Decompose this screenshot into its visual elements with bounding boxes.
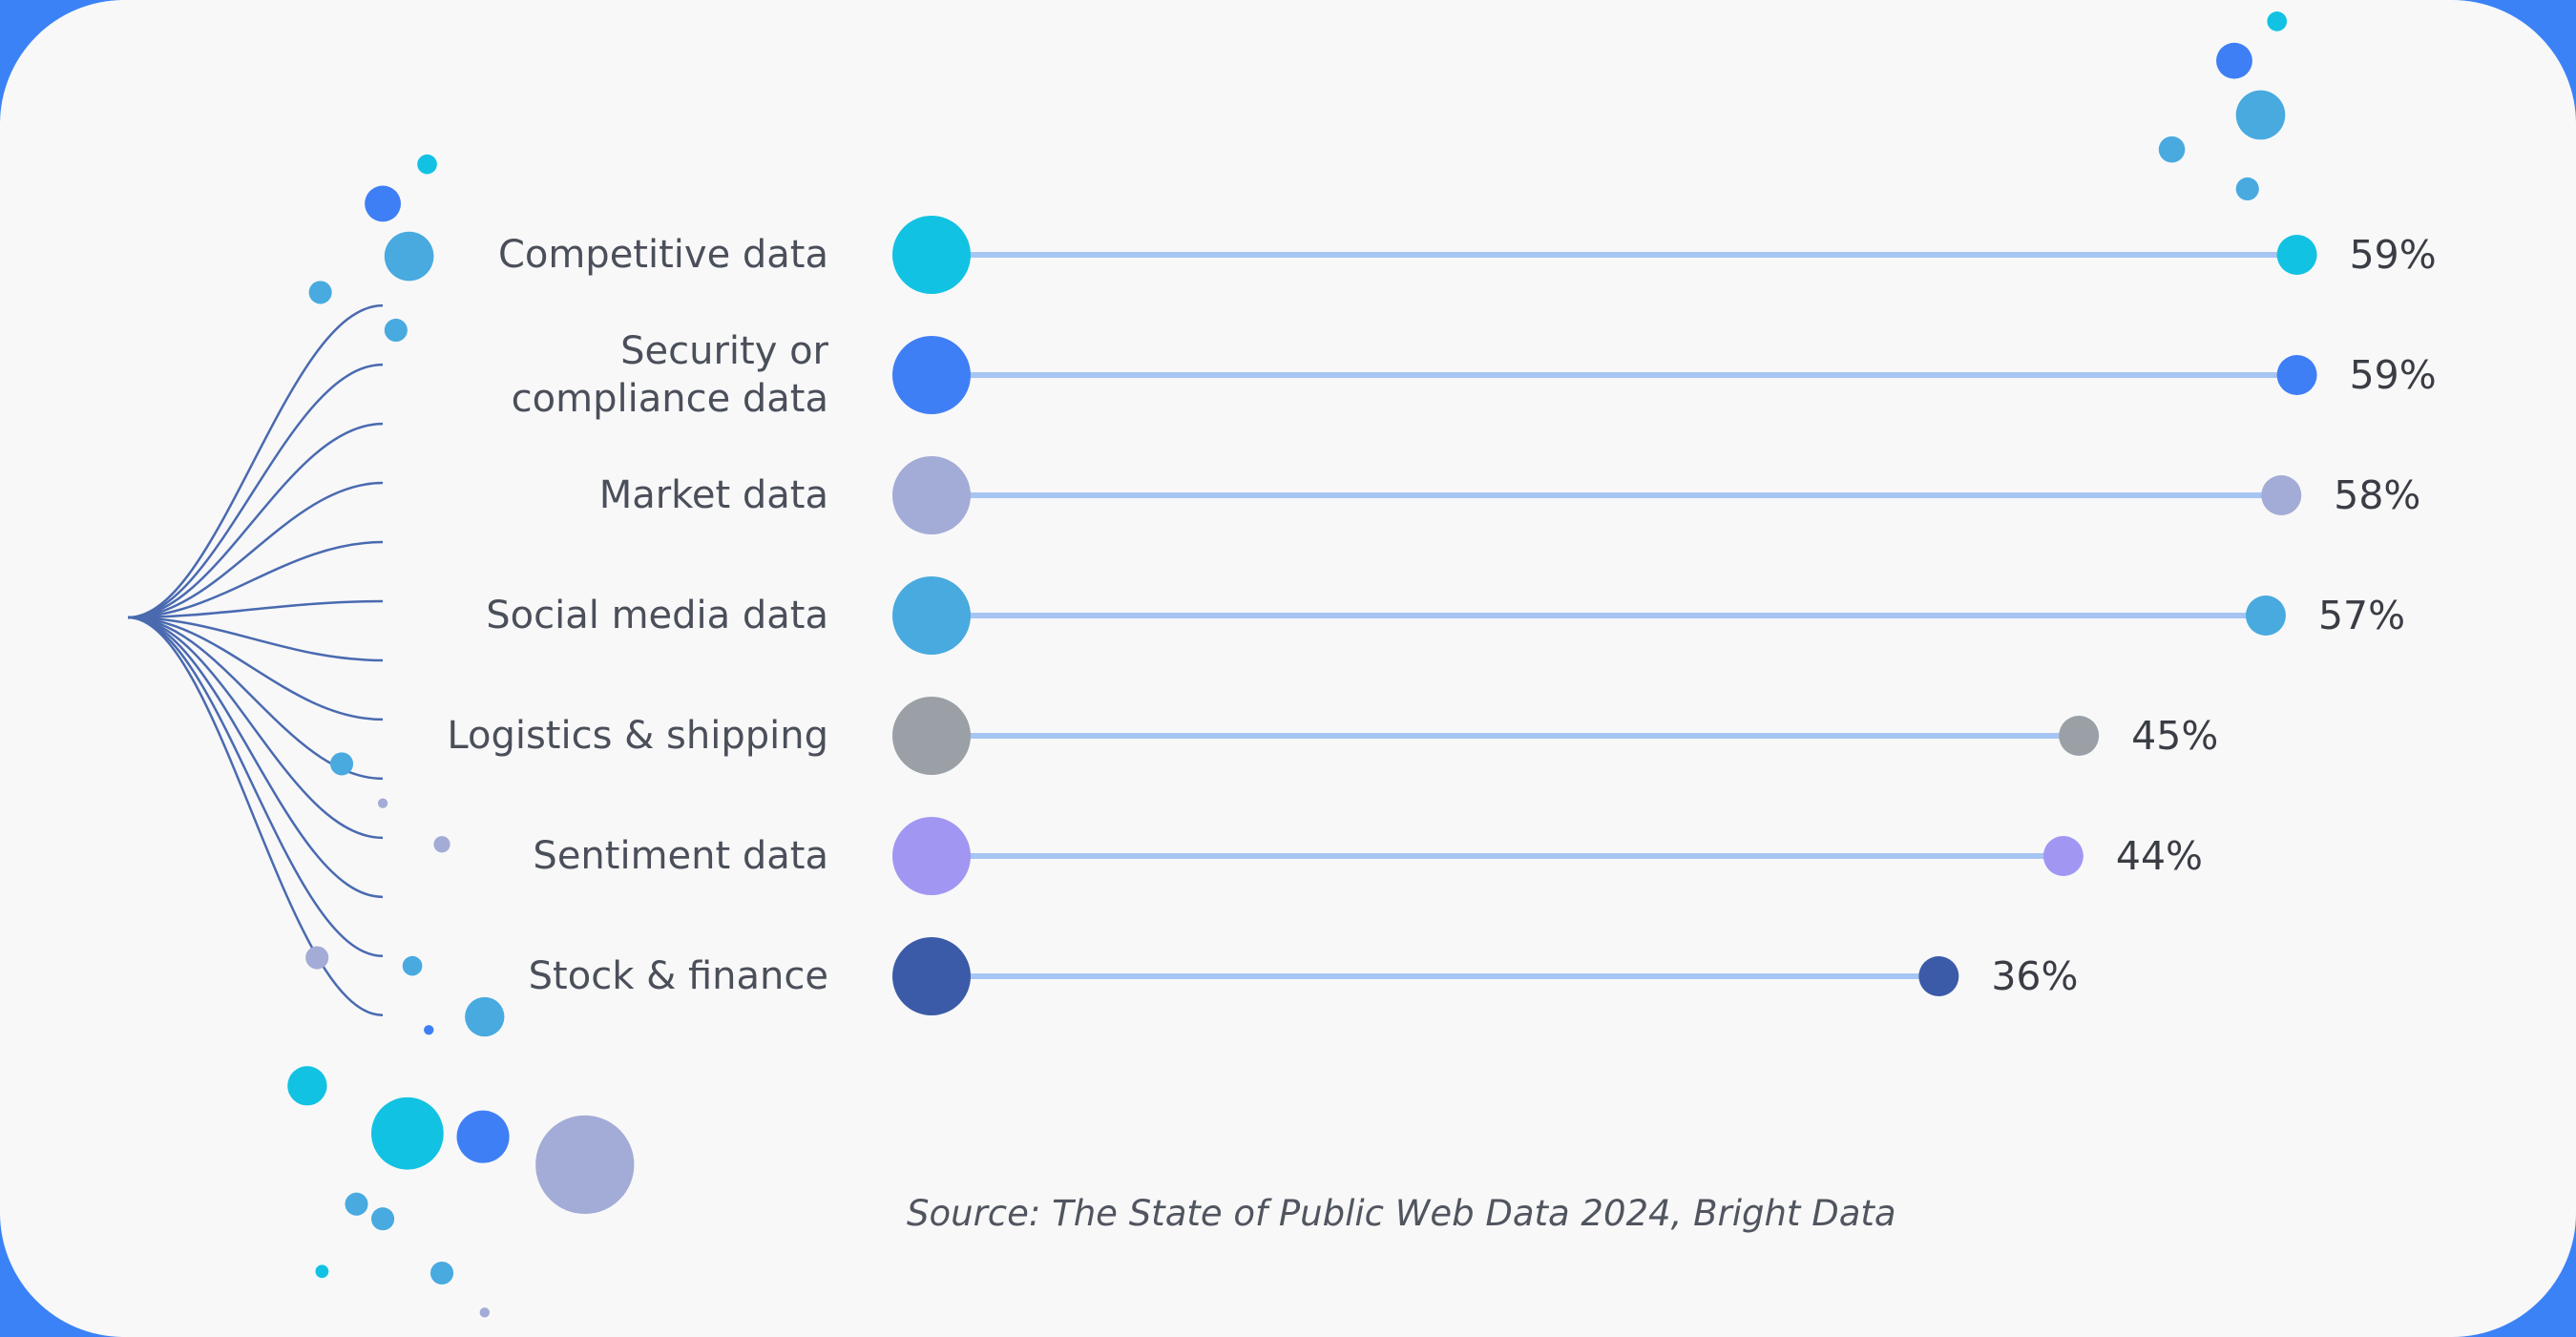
decor-curve xyxy=(127,303,384,619)
decor-curve xyxy=(127,363,384,619)
end-dot xyxy=(1918,956,1959,996)
decor-bubble xyxy=(377,798,388,808)
decor-curve xyxy=(127,616,384,840)
decor-bubble xyxy=(479,1307,490,1318)
value-label: 58% xyxy=(2334,472,2421,518)
category-label: Security or compliance data xyxy=(511,329,828,421)
decor-bubble xyxy=(2216,42,2252,79)
start-dot xyxy=(892,336,971,414)
end-dot xyxy=(2042,836,2084,876)
decor-bubble xyxy=(345,1192,368,1216)
decor-curve xyxy=(127,481,384,619)
category-label: Stock & finance xyxy=(528,954,828,998)
decor-bubble xyxy=(305,946,329,970)
decor-bubble xyxy=(2235,177,2259,200)
decor-bubble xyxy=(384,231,434,282)
decor-curve xyxy=(127,422,384,619)
category-label: Logistics & shipping xyxy=(447,714,828,758)
decor-curve xyxy=(127,599,384,619)
decor-bubble xyxy=(535,1115,635,1215)
start-dot xyxy=(892,937,971,1015)
decor-bubble xyxy=(365,185,401,222)
category-label: Market data xyxy=(598,473,828,517)
start-dot xyxy=(892,216,971,294)
decor-curve xyxy=(127,616,384,958)
end-dot xyxy=(2276,355,2317,395)
end-dot xyxy=(2276,235,2317,275)
category-label: Social media data xyxy=(486,594,828,637)
decor-bubble xyxy=(371,1207,395,1231)
decor-bubble xyxy=(456,1110,510,1163)
decor-bubble xyxy=(2158,136,2186,163)
decor-bubble xyxy=(424,1025,434,1035)
start-dot xyxy=(892,817,971,895)
value-label: 59% xyxy=(2349,352,2437,398)
decor-curve xyxy=(127,616,384,1017)
category-label: Sentiment data xyxy=(533,834,828,878)
decor-bubble xyxy=(417,154,437,175)
start-dot xyxy=(892,697,971,775)
decor-bubble xyxy=(315,1264,329,1279)
start-dot xyxy=(892,576,971,655)
decor-bubble xyxy=(465,996,505,1037)
decor-bubble xyxy=(402,955,423,976)
end-dot xyxy=(2261,475,2302,515)
decor-bubble xyxy=(433,836,450,853)
end-dot xyxy=(2245,595,2286,636)
end-dot xyxy=(2059,716,2100,756)
decor-bubble xyxy=(384,318,408,343)
decor-bubble xyxy=(2267,11,2288,31)
category-label: Competitive data xyxy=(497,233,828,277)
start-dot xyxy=(892,456,971,534)
decor-curve xyxy=(127,616,384,721)
value-label: 44% xyxy=(2115,833,2203,879)
decor-curve xyxy=(127,616,384,899)
value-label: 57% xyxy=(2317,593,2406,638)
source-note: Source: The State of Public Web Data 202… xyxy=(907,1193,1896,1234)
decor-bubble xyxy=(371,1097,444,1170)
value-label: 36% xyxy=(1991,953,2079,999)
decor-bubble xyxy=(329,752,354,776)
value-label: 59% xyxy=(2349,232,2437,278)
decor-bubble xyxy=(429,1261,454,1285)
decor-bubble xyxy=(308,281,332,304)
decor-bubble xyxy=(287,1066,327,1106)
decor-bubble xyxy=(2235,90,2286,140)
decor-curve xyxy=(127,616,384,662)
value-label: 45% xyxy=(2131,713,2219,759)
decor-curve xyxy=(127,540,384,619)
